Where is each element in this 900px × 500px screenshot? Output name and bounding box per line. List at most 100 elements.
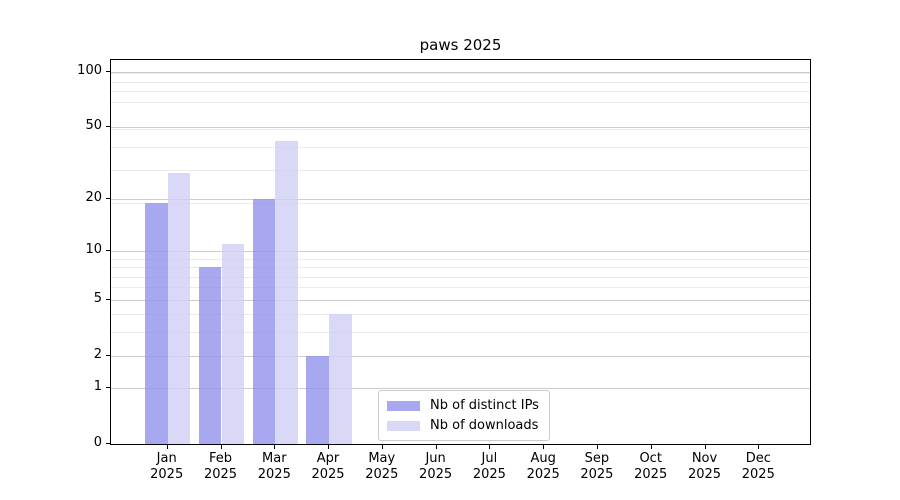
gridline-minor <box>111 258 810 260</box>
x-tick-label-jan: Jan 2025 <box>135 451 199 483</box>
x-tick-label-may: May 2025 <box>350 451 414 483</box>
bar-nb-of-downloads-feb <box>221 243 245 444</box>
x-tick-label-aug: Aug 2025 <box>511 451 575 483</box>
x-tick-mark-jan <box>166 445 168 449</box>
gridline-major-100 <box>111 72 810 74</box>
gridline-minor <box>111 101 810 103</box>
legend-label-nb-of-downloads: Nb of downloads <box>430 418 539 433</box>
gridline-major-5 <box>111 299 810 301</box>
legend-row-nb-of-downloads: Nb of downloads <box>387 418 539 433</box>
x-tick-label-month: Aug <box>530 451 556 466</box>
x-tick-label-year: 2025 <box>526 467 560 482</box>
legend-label-nb-of-distinct-ips: Nb of distinct IPs <box>430 398 539 413</box>
bar-nb-of-distinct-ips-apr <box>306 355 329 444</box>
x-tick-label-year: 2025 <box>203 467 238 482</box>
x-tick-label-month: Jul <box>481 451 498 466</box>
y-tick-mark-100 <box>106 71 110 73</box>
x-tick-label-sep: Sep 2025 <box>565 451 629 483</box>
gridline-major-1 <box>111 388 810 390</box>
x-tick-mark-apr <box>328 445 329 449</box>
x-tick-mark-nov <box>704 445 706 449</box>
x-tick-mark-jun <box>435 445 437 449</box>
y-tick-mark-0 <box>106 443 110 444</box>
gridline-minor <box>111 81 810 83</box>
x-tick-mark-jul <box>489 445 491 449</box>
x-tick-label-year: 2025 <box>150 467 184 482</box>
x-tick-label-year: 2025 <box>365 467 399 482</box>
y-tick-mark-50 <box>106 126 110 128</box>
gridline-minor <box>111 314 810 316</box>
gridline-minor <box>111 332 810 334</box>
x-tick-label-year: 2025 <box>580 467 614 482</box>
x-tick-label-dec: Dec 2025 <box>726 451 790 483</box>
bar-nb-of-downloads-mar <box>275 141 298 444</box>
gridline-minor <box>111 170 810 171</box>
gridline-minor <box>111 267 810 268</box>
y-tick-label-2: 2 <box>93 346 102 362</box>
x-tick-label-year: 2025 <box>257 467 291 482</box>
x-tick-label-year: 2025 <box>419 467 453 482</box>
y-tick-label-5: 5 <box>93 290 102 306</box>
x-tick-label-year: 2025 <box>687 467 722 482</box>
x-tick-label-month: Apr <box>316 451 340 466</box>
x-tick-label-month: Jan <box>156 451 177 466</box>
x-tick-label-month: Feb <box>208 451 233 466</box>
x-tick-label-jun: Jun 2025 <box>404 451 468 483</box>
gridline-minor <box>111 91 810 92</box>
legend: Nb of distinct IPs Nb of downloads <box>378 390 550 441</box>
x-tick-label-jul: Jul 2025 <box>457 451 521 483</box>
plot-area <box>110 59 811 445</box>
x-tick-label-apr: Apr 2025 <box>296 451 360 483</box>
legend-row-nb-of-distinct-ips: Nb of distinct IPs <box>387 398 539 413</box>
x-tick-label-month: Dec <box>745 451 771 466</box>
y-tick-label-10: 10 <box>85 241 102 257</box>
x-tick-label-feb: Feb 2025 <box>189 451 253 483</box>
legend-swatch-nb-of-distinct-ips <box>387 400 420 411</box>
gridline-minor <box>111 128 810 130</box>
y-tick-mark-20 <box>106 197 110 199</box>
gridline-minor <box>111 73 810 74</box>
x-tick-mark-aug <box>543 445 545 449</box>
x-tick-label-month: Oct <box>639 451 662 466</box>
x-tick-label-month: Sep <box>584 451 610 466</box>
y-tick-mark-1 <box>106 387 110 389</box>
gridline-major-50 <box>111 127 810 129</box>
y-tick-label-50: 50 <box>85 118 102 134</box>
legend-swatch-nb-of-downloads <box>387 420 420 431</box>
x-tick-label-nov: Nov 2025 <box>673 451 737 483</box>
chart-title: paws 2025 <box>419 36 502 54</box>
y-tick-mark-5 <box>106 298 110 300</box>
x-tick-mark-sep <box>596 445 598 449</box>
x-tick-mark-feb <box>220 445 222 449</box>
x-tick-label-month: Nov <box>691 451 718 466</box>
x-tick-mark-oct <box>650 445 652 449</box>
x-tick-mark-may <box>381 445 383 449</box>
x-tick-label-oct: Oct 2025 <box>619 451 683 483</box>
y-tick-mark-2 <box>106 354 110 356</box>
gridline-major-2 <box>111 355 810 357</box>
gridline-minor <box>111 287 810 289</box>
x-tick-mark-mar <box>274 445 276 449</box>
x-tick-mark-dec <box>758 445 760 449</box>
gridline-major-20 <box>111 198 810 200</box>
x-tick-label-year: 2025 <box>472 467 506 482</box>
y-tick-label-1: 1 <box>93 379 102 395</box>
gridline-minor <box>111 276 810 278</box>
x-tick-label-month: Jun <box>425 451 446 466</box>
gridline-major-10 <box>111 250 810 252</box>
x-tick-label-year: 2025 <box>311 467 345 482</box>
y-tick-mark-10 <box>106 249 110 251</box>
gridline-minor <box>111 202 810 204</box>
y-tick-label-20: 20 <box>85 189 102 205</box>
bar-nb-of-distinct-ips-jan <box>145 202 168 444</box>
y-tick-label-100: 100 <box>77 63 102 79</box>
x-tick-label-month: May <box>368 451 396 466</box>
x-tick-label-year: 2025 <box>634 467 668 482</box>
x-tick-label-year: 2025 <box>741 467 775 482</box>
bar-nb-of-downloads-jan <box>167 172 191 444</box>
bar-nb-of-downloads-apr <box>329 314 352 444</box>
gridline-minor <box>111 146 810 148</box>
y-tick-label-0: 0 <box>93 435 102 450</box>
bar-nb-of-distinct-ips-feb <box>198 267 222 444</box>
x-tick-label-mar: Mar 2025 <box>242 451 306 483</box>
